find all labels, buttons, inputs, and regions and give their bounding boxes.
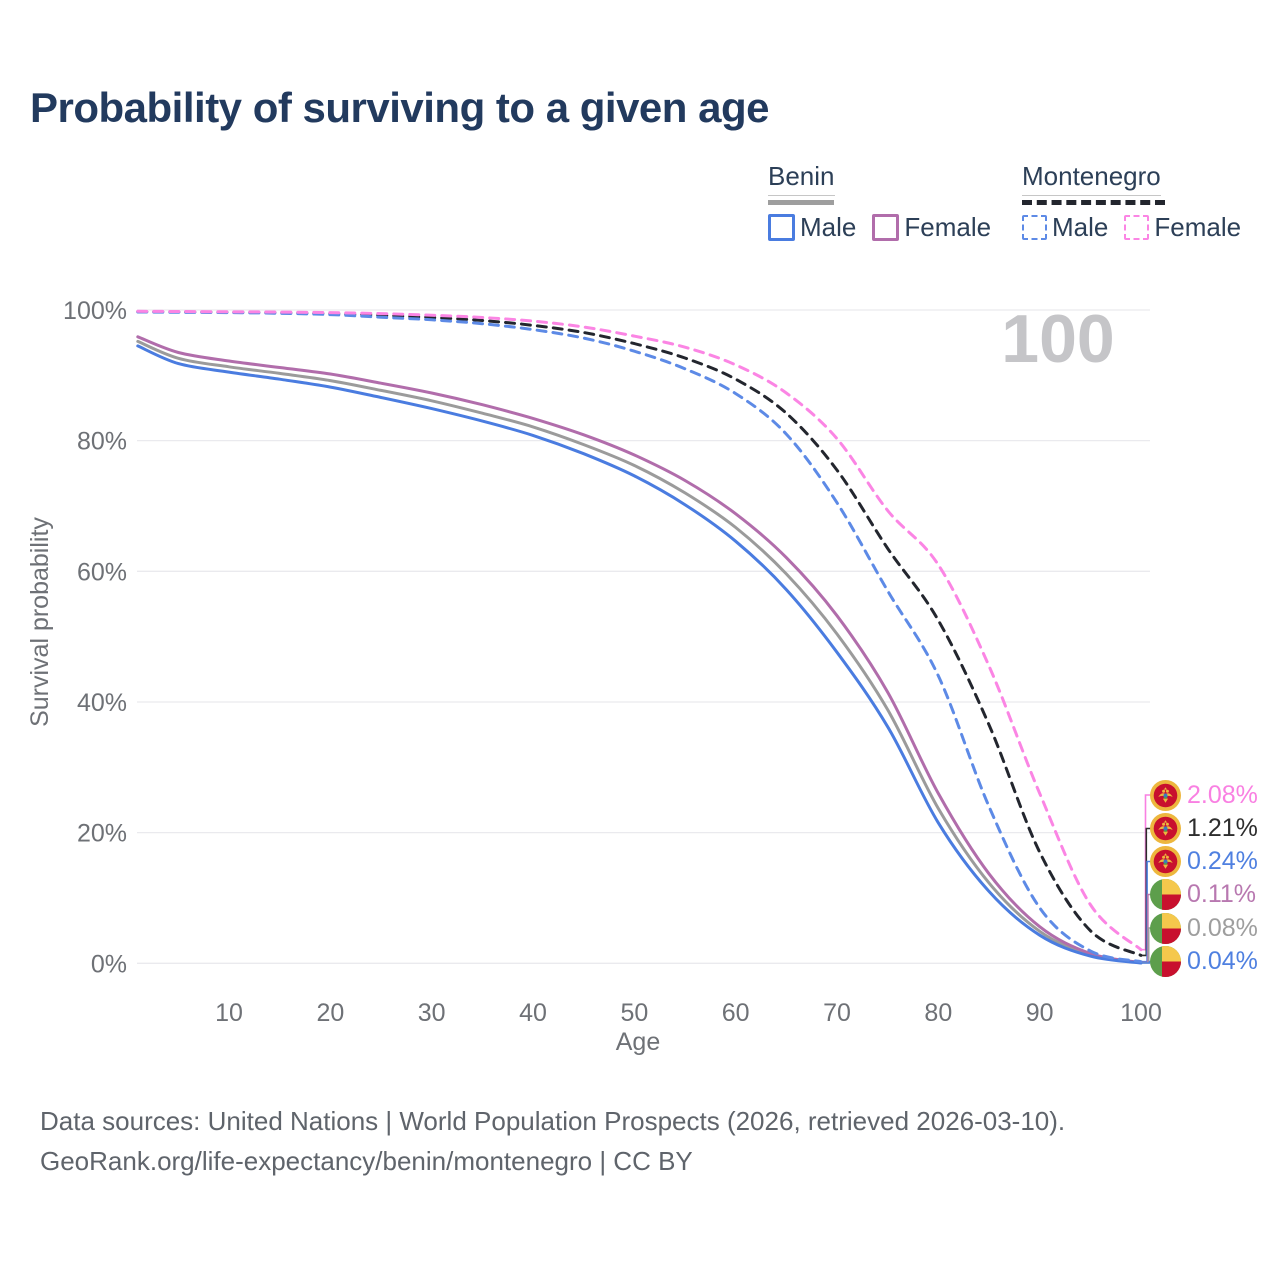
montenegro-flag-icon bbox=[1150, 846, 1181, 877]
montenegro-female-swatch bbox=[1124, 215, 1150, 240]
legend-country-benin[interactable]: Benin bbox=[768, 161, 835, 196]
x-tick-label: 100 bbox=[1120, 999, 1162, 1027]
benin-flag-icon bbox=[1150, 879, 1181, 910]
montenegro-male-swatch bbox=[1022, 215, 1047, 240]
end-label-benin-male: 0.04% bbox=[1150, 946, 1258, 978]
y-tick-label: 20% bbox=[77, 820, 127, 848]
curve-montenegro-male bbox=[136, 310, 1143, 964]
page-title: Probability of surviving to a given age bbox=[30, 84, 769, 131]
x-tick-label: 30 bbox=[418, 999, 446, 1027]
benin-female-swatch bbox=[872, 214, 900, 241]
x-tick-label: 90 bbox=[1026, 999, 1054, 1027]
end-value: 0.08% bbox=[1187, 913, 1258, 942]
montenegro-flag-icon bbox=[1150, 813, 1181, 844]
curve-benin-male bbox=[136, 344, 1143, 965]
legend-item-benin-female[interactable]: Female bbox=[872, 212, 991, 243]
legend-item-montenegro-male[interactable]: Male bbox=[1022, 212, 1108, 243]
end-label-benin-female: 0.11% bbox=[1150, 879, 1256, 911]
end-value: 1.21% bbox=[1187, 814, 1258, 842]
benin-male-swatch bbox=[768, 214, 795, 241]
end-label-montenegro-male: 0.24% bbox=[1150, 846, 1258, 878]
source-url-note: GeoRank.org/life-expectancy/benin/monten… bbox=[40, 1146, 693, 1176]
montenegro-line-style-sample bbox=[1022, 200, 1165, 205]
y-tick-label: 40% bbox=[77, 689, 127, 717]
curve-montenegro-total bbox=[136, 310, 1143, 957]
legend-country-montenegro[interactable]: Montenegro bbox=[1022, 161, 1161, 196]
y-tick-label: 60% bbox=[77, 558, 127, 586]
curve-montenegro-female bbox=[136, 309, 1143, 952]
x-tick-label: 80 bbox=[924, 999, 952, 1027]
legend-item-benin-male[interactable]: Male bbox=[768, 212, 856, 243]
montenegro-flag-icon bbox=[1150, 779, 1181, 811]
legend-label: Female bbox=[904, 212, 992, 242]
x-axis-title: Age bbox=[616, 1028, 660, 1056]
legend-item-montenegro-female[interactable]: Female bbox=[1124, 212, 1241, 243]
end-label-montenegro-total: 1.21% bbox=[1150, 813, 1258, 845]
y-tick-label: 0% bbox=[91, 950, 127, 978]
x-tick-label: 70 bbox=[823, 999, 851, 1027]
end-label-montenegro-female: 2.08% bbox=[1150, 779, 1258, 811]
benin-flag-icon bbox=[1150, 946, 1181, 977]
end-value: 2.08% bbox=[1187, 780, 1258, 809]
data-sources-note: Data sources: United Nations | World Pop… bbox=[40, 1106, 1066, 1136]
end-value: 0.04% bbox=[1187, 947, 1258, 975]
benin-line-style-sample bbox=[768, 200, 834, 205]
y-tick-label: 100% bbox=[63, 297, 127, 325]
x-tick-label: 60 bbox=[722, 999, 750, 1027]
end-value: 0.11% bbox=[1187, 880, 1257, 908]
x-tick-label: 50 bbox=[620, 999, 648, 1027]
x-tick-label: 40 bbox=[519, 999, 547, 1027]
age-frame-watermark: 100 bbox=[1001, 301, 1114, 377]
benin-flag-icon bbox=[1150, 912, 1181, 944]
legend-group-montenegro: Montenegro Male Female bbox=[1022, 161, 1241, 243]
end-label-benin-total: 0.08% bbox=[1150, 912, 1258, 944]
curve-benin-total bbox=[136, 339, 1143, 965]
chart-footer: Data sources: United Nations | World Pop… bbox=[40, 1106, 1065, 1186]
x-tick-label: 20 bbox=[316, 999, 344, 1027]
end-value: 0.24% bbox=[1187, 847, 1258, 875]
x-tick-label: 10 bbox=[215, 999, 243, 1027]
legend-group-benin: Benin Male Female bbox=[768, 161, 991, 243]
curve-benin-female bbox=[136, 335, 1143, 965]
y-axis-title: Survival probability bbox=[26, 517, 54, 727]
legend-label: Male bbox=[800, 212, 857, 242]
legend-label: Female bbox=[1154, 212, 1242, 242]
legend-label: Male bbox=[1052, 212, 1109, 242]
y-tick-label: 80% bbox=[77, 428, 127, 456]
